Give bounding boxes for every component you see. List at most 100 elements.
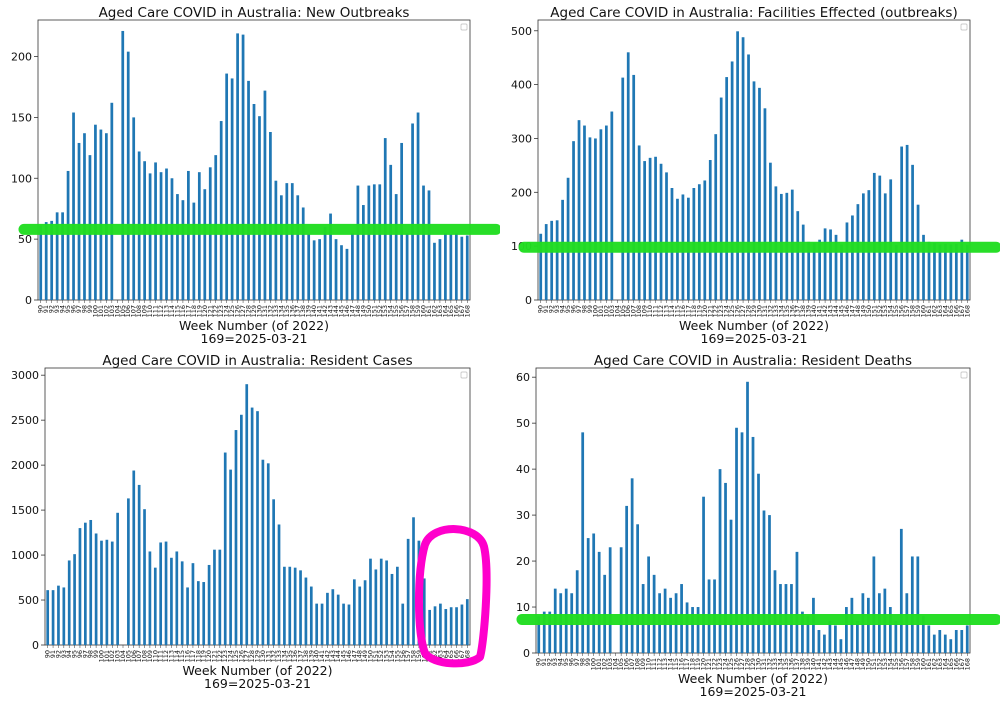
bar: [379, 558, 383, 645]
bar: [159, 542, 163, 645]
bar: [949, 639, 953, 653]
bar: [104, 133, 108, 300]
bar: [78, 528, 82, 645]
x-tick-label: 95: [64, 305, 72, 313]
x-tick-label: 114: [668, 305, 676, 317]
bar: [55, 212, 59, 300]
y-tick-label: 50: [18, 233, 32, 246]
x-tick-label: 111: [652, 305, 660, 317]
x-axis-sublabel: 169=2025-03-21: [204, 676, 311, 691]
x-tick-label: 109: [641, 305, 649, 317]
x-tick-label: 104: [612, 658, 620, 670]
bar: [274, 180, 278, 300]
legend-box: [460, 23, 468, 31]
bar: [422, 185, 425, 300]
y-tick-label: 10: [516, 601, 530, 614]
chart-title: Aged Care COVID in Australia: Resident D…: [594, 353, 912, 369]
x-tick-label: 90: [44, 650, 52, 658]
bar: [718, 469, 722, 653]
bar: [213, 549, 216, 645]
x-tick-label: 119: [200, 650, 208, 662]
x-tick-label: 100: [97, 650, 105, 662]
x-tick-label: 134: [777, 305, 785, 317]
bar: [696, 607, 700, 653]
x-tick-label: 90: [537, 305, 545, 313]
bar: [67, 560, 71, 645]
bar: [385, 560, 388, 645]
x-tick-label: 108: [135, 305, 143, 317]
bar: [197, 172, 201, 300]
x-tick-label: 152: [377, 650, 385, 662]
x-tick-label: 99: [86, 305, 94, 313]
x-tick-label: 141: [815, 658, 823, 670]
bar: [105, 539, 109, 645]
bar: [599, 129, 603, 300]
x-tick-label: 155: [392, 305, 400, 317]
bar: [164, 541, 168, 645]
x-tick-label: 143: [327, 305, 335, 317]
x-tick-label: 153: [881, 305, 889, 317]
x-tick-label: 137: [793, 658, 801, 670]
bar: [367, 185, 371, 300]
bar: [537, 616, 541, 653]
bar: [100, 540, 103, 645]
x-tick-label: 106: [624, 305, 632, 317]
bar: [575, 570, 579, 653]
x-tick-label: 153: [381, 305, 389, 317]
x-tick-label: 139: [805, 305, 813, 317]
x-tick-label: 133: [272, 305, 280, 317]
y-tick-label: 400: [511, 79, 532, 92]
x-tick-label: 129: [250, 305, 258, 317]
x-tick-label: 95: [562, 658, 570, 666]
bar: [878, 175, 882, 300]
x-tick-label: 101: [595, 658, 603, 670]
bar: [196, 581, 200, 645]
x-axis-label: Week Number (of 2022): [179, 318, 329, 333]
bar: [411, 123, 414, 300]
x-axis-label: Week Number (of 2022): [183, 663, 333, 678]
x-tick-label: 128: [745, 305, 753, 317]
x-tick-label: 162: [430, 305, 438, 317]
bar: [159, 172, 163, 300]
bar: [796, 211, 800, 300]
bar: [219, 121, 223, 300]
x-tick-label: 104: [119, 650, 127, 662]
bar: [621, 77, 625, 300]
x-tick-label: 104: [113, 305, 121, 317]
bar: [241, 34, 245, 300]
bar: [412, 517, 415, 645]
x-tick-label: 150: [365, 305, 373, 317]
bar: [148, 173, 152, 300]
bar: [954, 244, 958, 300]
bar: [845, 222, 849, 300]
x-tick-label: 130: [255, 305, 263, 317]
bar: [703, 180, 707, 300]
bar: [586, 538, 590, 653]
bar: [234, 430, 238, 645]
bar: [400, 142, 404, 300]
bar: [383, 138, 387, 300]
bar: [433, 606, 437, 645]
chart-resident-deaths: Aged Care COVID in Australia: Resident D…: [516, 353, 1000, 699]
bar: [465, 599, 469, 645]
y-tick-label: 500: [511, 25, 532, 38]
bar: [110, 102, 114, 300]
bar: [39, 225, 43, 300]
bar: [116, 512, 119, 645]
bar: [888, 607, 892, 653]
x-tick-label: 111: [650, 658, 658, 670]
x-tick-label: 140: [810, 305, 818, 317]
bar: [309, 586, 313, 645]
bar: [362, 205, 365, 300]
x-tick-label: 147: [848, 305, 856, 317]
x-tick-label: 164: [941, 305, 949, 317]
x-tick-label: 142: [321, 305, 329, 317]
bar: [44, 222, 48, 300]
x-tick-label: 102: [602, 305, 610, 317]
x-tick-label: 119: [695, 305, 703, 317]
bar: [960, 239, 964, 300]
x-tick-label: 94: [65, 650, 73, 658]
x-tick-label: 140: [310, 305, 318, 317]
x-tick-label: 128: [245, 305, 253, 317]
chart-facilities-effected: Aged Care COVID in Australia: Facilities…: [511, 5, 1000, 346]
